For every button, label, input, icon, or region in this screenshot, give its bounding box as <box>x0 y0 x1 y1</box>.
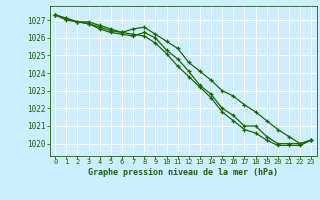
X-axis label: Graphe pression niveau de la mer (hPa): Graphe pression niveau de la mer (hPa) <box>88 168 278 177</box>
